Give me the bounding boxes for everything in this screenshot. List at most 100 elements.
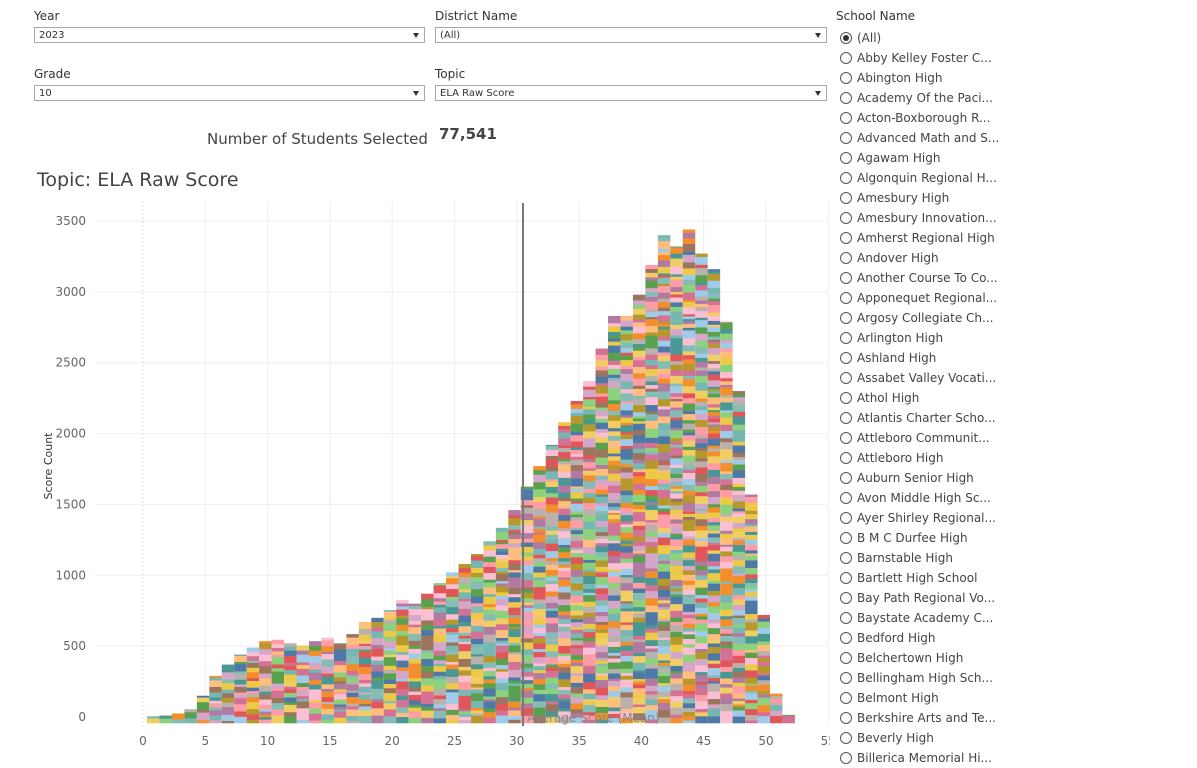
radio-icon[interactable]: [840, 572, 852, 584]
radio-icon[interactable]: [840, 212, 852, 224]
radio-icon[interactable]: [840, 172, 852, 184]
school-option[interactable]: Amherst Regional High: [836, 228, 1196, 248]
school-option[interactable]: Atlantis Charter Scho...: [836, 408, 1196, 428]
radio-icon[interactable]: [840, 352, 852, 364]
school-option[interactable]: Abby Kelley Foster C...: [836, 48, 1196, 68]
bar-segment: [595, 502, 609, 506]
bar-segment: [570, 697, 584, 704]
school-option[interactable]: Ayer Shirley Regional...: [836, 508, 1196, 528]
radio-icon[interactable]: [840, 292, 852, 304]
radio-icon[interactable]: [840, 492, 852, 504]
school-option[interactable]: Amesbury Innovation...: [836, 208, 1196, 228]
school-option[interactable]: Belmont High: [836, 688, 1196, 708]
radio-icon[interactable]: [840, 632, 852, 644]
bar-segment: [657, 378, 671, 384]
bar-segment: [545, 512, 559, 520]
grade-select[interactable]: 10: [34, 85, 425, 101]
school-option[interactable]: Auburn Senior High: [836, 468, 1196, 488]
school-option[interactable]: Ashland High: [836, 348, 1196, 368]
bar-segment: [583, 693, 596, 700]
radio-icon[interactable]: [840, 132, 852, 144]
radio-icon[interactable]: [840, 92, 852, 104]
radio-icon[interactable]: [840, 672, 852, 684]
bar-segment: [620, 521, 633, 525]
bar-segment: [284, 704, 297, 713]
bar-segment: [234, 697, 247, 705]
radio-icon[interactable]: [840, 752, 852, 764]
school-option[interactable]: Bay Path Regional Vo...: [836, 588, 1196, 608]
school-option[interactable]: Argosy Collegiate Ch...: [836, 308, 1196, 328]
radio-icon[interactable]: [840, 32, 852, 44]
school-option[interactable]: Beverly High: [836, 728, 1196, 748]
radio-icon[interactable]: [840, 432, 852, 444]
bar-segment: [707, 503, 721, 508]
topic-select[interactable]: ELA Raw Score: [435, 85, 827, 101]
radio-icon[interactable]: [840, 392, 852, 404]
radio-icon[interactable]: [840, 532, 852, 544]
school-option[interactable]: (All): [836, 28, 1196, 48]
school-option[interactable]: Avon Middle High Sc...: [836, 488, 1196, 508]
radio-icon[interactable]: [840, 372, 852, 384]
radio-icon[interactable]: [840, 312, 852, 324]
radio-icon[interactable]: [840, 332, 852, 344]
radio-icon[interactable]: [840, 472, 852, 484]
school-option[interactable]: Athol High: [836, 388, 1196, 408]
school-option[interactable]: Attleboro Communit...: [836, 428, 1196, 448]
school-option[interactable]: Barnstable High: [836, 548, 1196, 568]
radio-icon[interactable]: [840, 72, 852, 84]
district-select[interactable]: (All): [435, 27, 827, 43]
radio-icon[interactable]: [840, 412, 852, 424]
radio-icon[interactable]: [840, 192, 852, 204]
school-option[interactable]: Abington High: [836, 68, 1196, 88]
bar-segment: [446, 588, 459, 597]
school-option[interactable]: Amesbury High: [836, 188, 1196, 208]
radio-icon[interactable]: [840, 52, 852, 64]
radio-icon[interactable]: [840, 512, 852, 524]
bar-segment: [620, 452, 633, 460]
bar-segment: [321, 640, 334, 647]
radio-icon[interactable]: [840, 652, 852, 664]
radio-icon[interactable]: [840, 112, 852, 124]
radio-icon[interactable]: [840, 272, 852, 284]
school-option[interactable]: Another Course To Co...: [836, 268, 1196, 288]
school-option[interactable]: Berkshire Arts and Te...: [836, 708, 1196, 728]
radio-icon[interactable]: [840, 152, 852, 164]
school-option[interactable]: Attleboro High: [836, 448, 1196, 468]
school-option[interactable]: Algonquin Regional H...: [836, 168, 1196, 188]
school-option[interactable]: Baystate Academy C...: [836, 608, 1196, 628]
radio-icon[interactable]: [840, 552, 852, 564]
bar-segment: [695, 353, 708, 358]
school-option[interactable]: Billerica Memorial Hi...: [836, 748, 1196, 768]
bar-segment: [508, 572, 521, 578]
radio-icon[interactable]: [840, 712, 852, 724]
bar-segment: [732, 686, 746, 694]
radio-icon[interactable]: [840, 452, 852, 464]
radio-icon[interactable]: [840, 592, 852, 604]
bar-segment: [608, 658, 621, 663]
bar-segment: [670, 519, 683, 524]
school-option[interactable]: Assabet Valley Vocati...: [836, 368, 1196, 388]
bar-segment: [296, 695, 309, 699]
radio-icon[interactable]: [840, 692, 852, 704]
bar-segment: [732, 441, 746, 446]
radio-icon[interactable]: [840, 732, 852, 744]
school-option[interactable]: Advanced Math and S...: [836, 128, 1196, 148]
school-option[interactable]: Arlington High: [836, 328, 1196, 348]
school-option[interactable]: Andover High: [836, 248, 1196, 268]
school-option[interactable]: Bedford High: [836, 628, 1196, 648]
radio-icon[interactable]: [840, 612, 852, 624]
school-option[interactable]: Academy Of the Paci...: [836, 88, 1196, 108]
year-select[interactable]: 2023: [34, 27, 425, 43]
radio-icon[interactable]: [840, 232, 852, 244]
school-option[interactable]: Acton-Boxborough R...: [836, 108, 1196, 128]
school-option[interactable]: Apponequet Regional...: [836, 288, 1196, 308]
bar-segment: [583, 467, 596, 471]
school-option[interactable]: Agawam High: [836, 148, 1196, 168]
school-option[interactable]: B M C Durfee High: [836, 528, 1196, 548]
radio-icon[interactable]: [840, 252, 852, 264]
school-option[interactable]: Bellingham High Sch...: [836, 668, 1196, 688]
bar-segment: [732, 429, 746, 436]
school-option[interactable]: Bartlett High School: [836, 568, 1196, 588]
bar-segment: [545, 596, 559, 603]
school-option[interactable]: Belchertown High: [836, 648, 1196, 668]
